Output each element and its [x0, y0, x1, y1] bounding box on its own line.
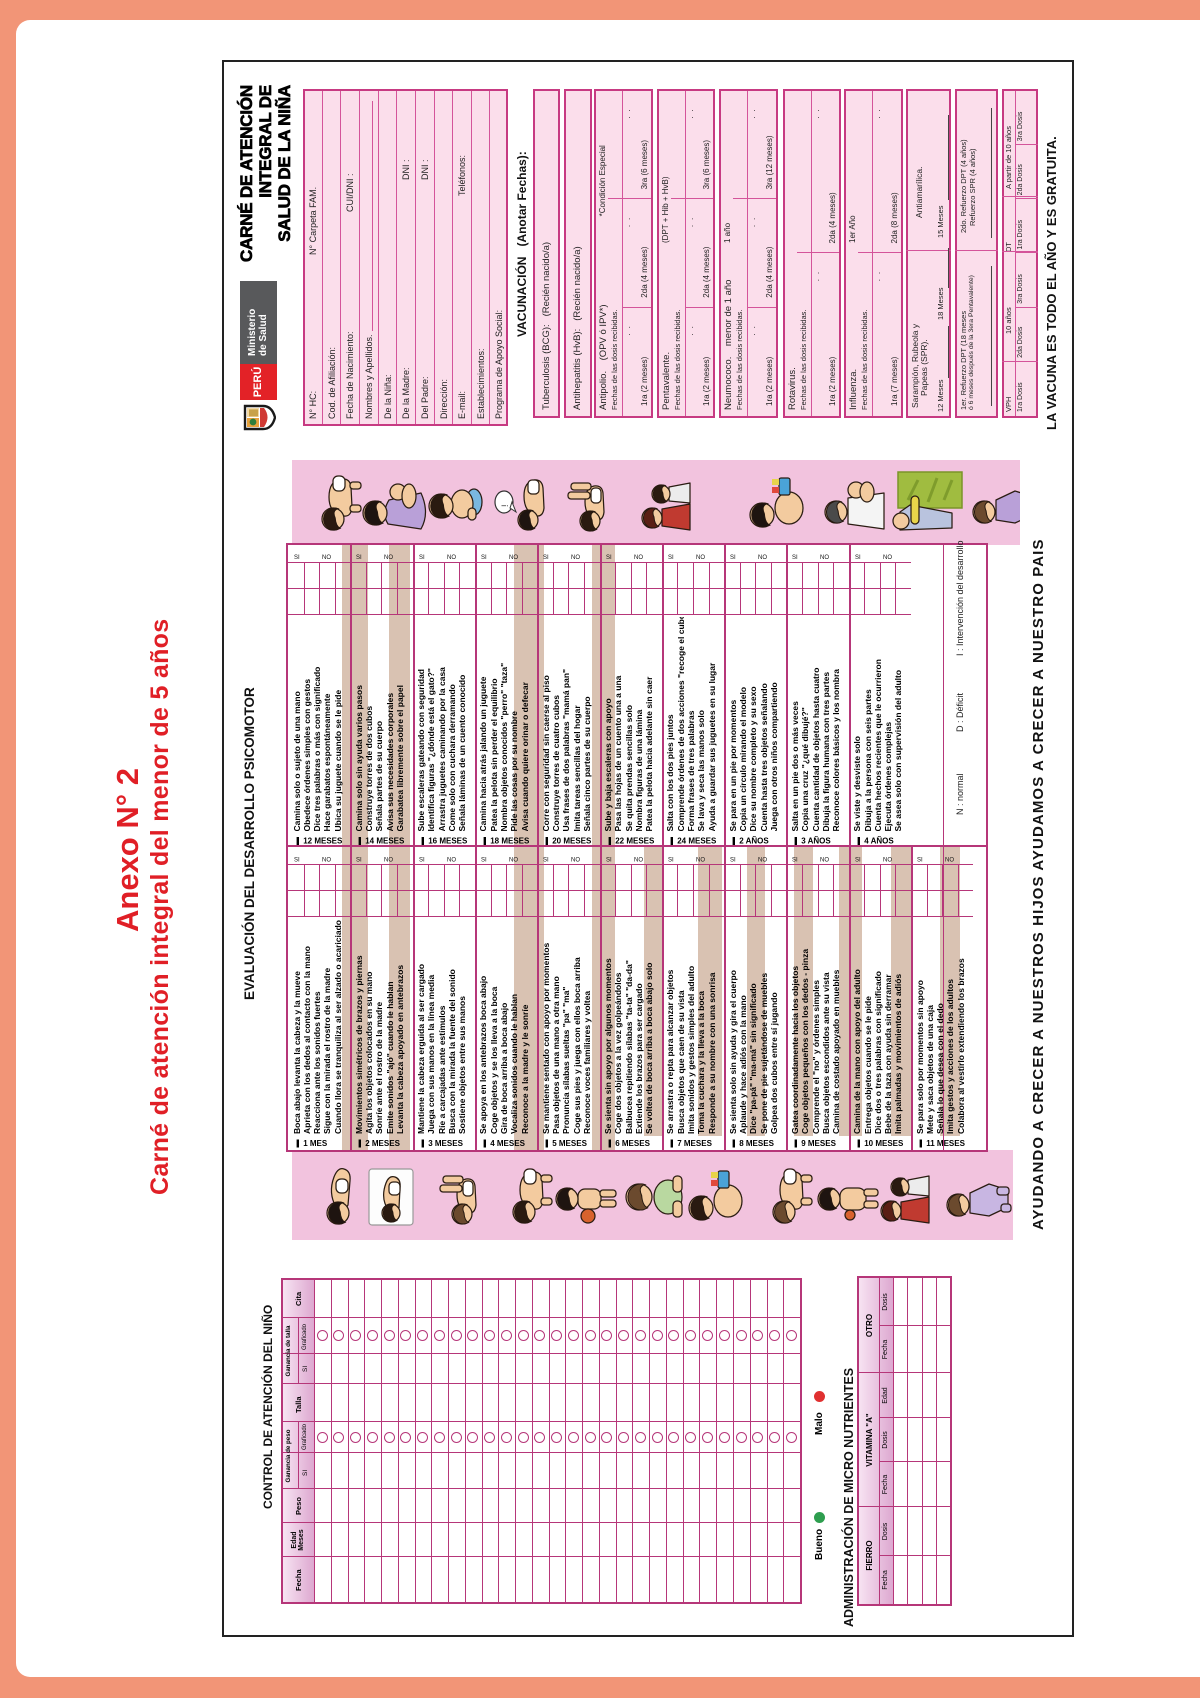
- svg-text:!: !: [500, 504, 510, 507]
